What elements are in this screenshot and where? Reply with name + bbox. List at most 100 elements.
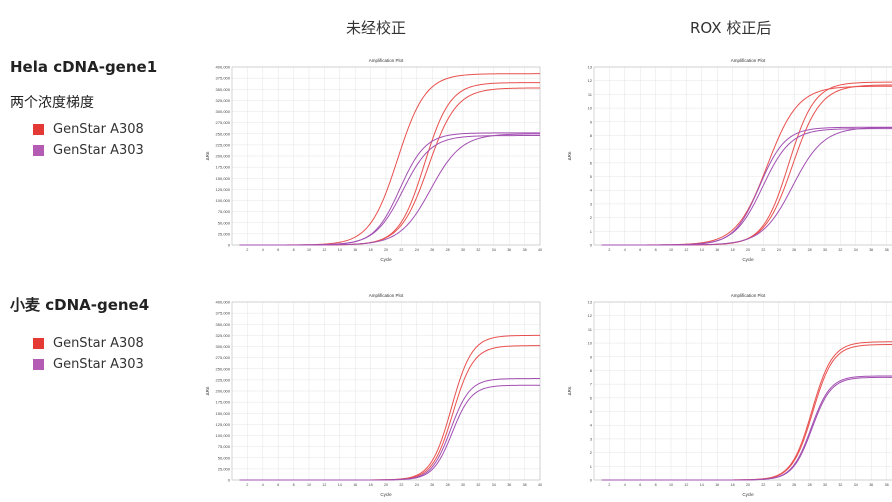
amplification-curve-0 bbox=[601, 341, 892, 481]
legend-item-a308: GenStar A308 bbox=[33, 119, 144, 140]
y-axis-label: ΔRn bbox=[205, 386, 210, 395]
amplification-curve-4 bbox=[239, 135, 540, 246]
y-tick-label: 100,000 bbox=[216, 198, 231, 203]
plot-frame bbox=[231, 66, 541, 246]
y-tick-label: 400,000 bbox=[216, 300, 231, 305]
x-tick-label: 38 bbox=[885, 248, 889, 252]
amplification-curve-3 bbox=[601, 376, 892, 481]
x-tick-label: 18 bbox=[369, 248, 373, 252]
x-tick-label: 4 bbox=[262, 248, 264, 252]
amplification-curve-2 bbox=[601, 84, 892, 246]
legend-item-a308: GenStar A308 bbox=[33, 333, 144, 354]
y-tick-label: 275,000 bbox=[216, 355, 231, 360]
x-tick-label: 40 bbox=[538, 483, 542, 487]
x-tick-label: 36 bbox=[507, 248, 511, 252]
x-tick-label: 32 bbox=[476, 483, 480, 487]
x-tick-label: 4 bbox=[262, 483, 264, 487]
x-tick-label: 22 bbox=[761, 483, 765, 487]
chart-wheat-rox-corrected: Amplification Plot 0 1 2 3 4 5 6 7 8 9 10 11 12 13 2 4 6 8… bbox=[562, 290, 892, 500]
x-tick-label: 28 bbox=[808, 248, 812, 252]
y-tick-label: 200,000 bbox=[216, 389, 231, 394]
legend-label: GenStar A303 bbox=[53, 357, 144, 372]
x-tick-label: 14 bbox=[700, 248, 704, 252]
x-tick-label: 12 bbox=[322, 248, 326, 252]
amplification-plot-svg: Amplification Plot 0 25,000 50,000 75,000 100… bbox=[205, 58, 542, 262]
y-tick-label: 2 bbox=[590, 215, 593, 220]
y-tick-label: 375,000 bbox=[216, 76, 231, 81]
x-tick-label: 14 bbox=[338, 483, 342, 487]
x-tick-label: 38 bbox=[885, 483, 889, 487]
y-tick-label: 9 bbox=[590, 119, 593, 124]
y-tick-label: 5 bbox=[590, 409, 593, 414]
y-tick-label: 225,000 bbox=[216, 377, 231, 382]
y-tick-label: 0 bbox=[228, 478, 231, 483]
amplification-curve-1 bbox=[239, 82, 540, 246]
y-tick-label: 200,000 bbox=[216, 154, 231, 159]
y-tick-label: 11 bbox=[588, 92, 593, 97]
y-tick-label: 5 bbox=[590, 174, 593, 179]
x-tick-label: 2 bbox=[246, 248, 248, 252]
chart-hela-uncorrected: Amplification Plot 0 25,000 50,000 75,000 100… bbox=[200, 55, 545, 265]
amplification-curve-0 bbox=[601, 85, 892, 246]
x-tick-label: 28 bbox=[808, 483, 812, 487]
legend-swatch-red bbox=[33, 124, 44, 135]
y-tick-label: 4 bbox=[590, 423, 593, 428]
y-tick-label: 25,000 bbox=[218, 231, 231, 236]
amplification-curve-4 bbox=[601, 128, 892, 246]
y-tick-label: 10 bbox=[588, 341, 593, 346]
x-tick-label: 30 bbox=[823, 483, 827, 487]
x-tick-label: 10 bbox=[307, 483, 311, 487]
y-tick-label: 0 bbox=[590, 478, 593, 483]
x-tick-label: 6 bbox=[639, 248, 641, 252]
y-tick-label: 3 bbox=[590, 201, 593, 206]
amplification-curve-3 bbox=[239, 132, 540, 246]
x-tick-label: 2 bbox=[608, 248, 610, 252]
y-axis-label: ΔRn bbox=[205, 151, 210, 160]
x-tick-label: 12 bbox=[684, 248, 688, 252]
x-tick-label: 26 bbox=[430, 483, 434, 487]
x-tick-label: 8 bbox=[293, 483, 295, 487]
chart-wheat-uncorrected: Amplification Plot 0 25,000 50,000 75,000 100… bbox=[200, 290, 545, 500]
x-tick-label: 20 bbox=[746, 483, 750, 487]
y-tick-label: 4 bbox=[590, 188, 593, 193]
x-tick-label: 10 bbox=[669, 248, 673, 252]
chart-title: Amplification Plot bbox=[731, 58, 766, 63]
row1-subtitle: 两个浓度梯度 bbox=[10, 95, 94, 111]
y-tick-label: 0 bbox=[590, 243, 593, 248]
y-axis-label: ΔRn bbox=[567, 386, 572, 395]
y-tick-label: 11 bbox=[588, 327, 593, 332]
legend-item-a303: GenStar A303 bbox=[33, 140, 144, 161]
x-tick-label: 24 bbox=[777, 248, 781, 252]
amplification-curve-3 bbox=[239, 384, 540, 481]
amplification-curve-1 bbox=[601, 81, 892, 246]
x-tick-label: 6 bbox=[277, 248, 279, 252]
y-tick-label: 275,000 bbox=[216, 120, 231, 125]
x-tick-label: 32 bbox=[476, 248, 480, 252]
y-tick-label: 13 bbox=[588, 300, 593, 305]
x-tick-label: 40 bbox=[538, 248, 542, 252]
amplification-plot-svg: Amplification Plot 0 25,000 50,000 75,000 100… bbox=[205, 293, 542, 497]
y-tick-label: 12 bbox=[588, 78, 593, 83]
column-header-uncorrected: 未经校正 bbox=[346, 19, 407, 37]
x-tick-label: 16 bbox=[715, 248, 719, 252]
x-tick-label: 36 bbox=[869, 483, 873, 487]
x-tick-label: 24 bbox=[415, 248, 419, 252]
y-axis-label: ΔRn bbox=[567, 151, 572, 160]
x-tick-label: 8 bbox=[655, 483, 657, 487]
x-tick-label: 10 bbox=[669, 483, 673, 487]
x-tick-label: 18 bbox=[731, 483, 735, 487]
y-tick-label: 300,000 bbox=[216, 109, 231, 114]
x-tick-label: 4 bbox=[624, 248, 626, 252]
x-tick-label: 6 bbox=[277, 483, 279, 487]
x-tick-label: 24 bbox=[415, 483, 419, 487]
x-tick-label: 30 bbox=[461, 483, 465, 487]
x-tick-label: 36 bbox=[869, 248, 873, 252]
x-tick-label: 16 bbox=[715, 483, 719, 487]
y-tick-label: 75,000 bbox=[218, 209, 231, 214]
y-tick-label: 300,000 bbox=[216, 344, 231, 349]
plot-frame bbox=[593, 301, 892, 481]
x-tick-label: 26 bbox=[792, 248, 796, 252]
x-tick-label: 18 bbox=[369, 483, 373, 487]
